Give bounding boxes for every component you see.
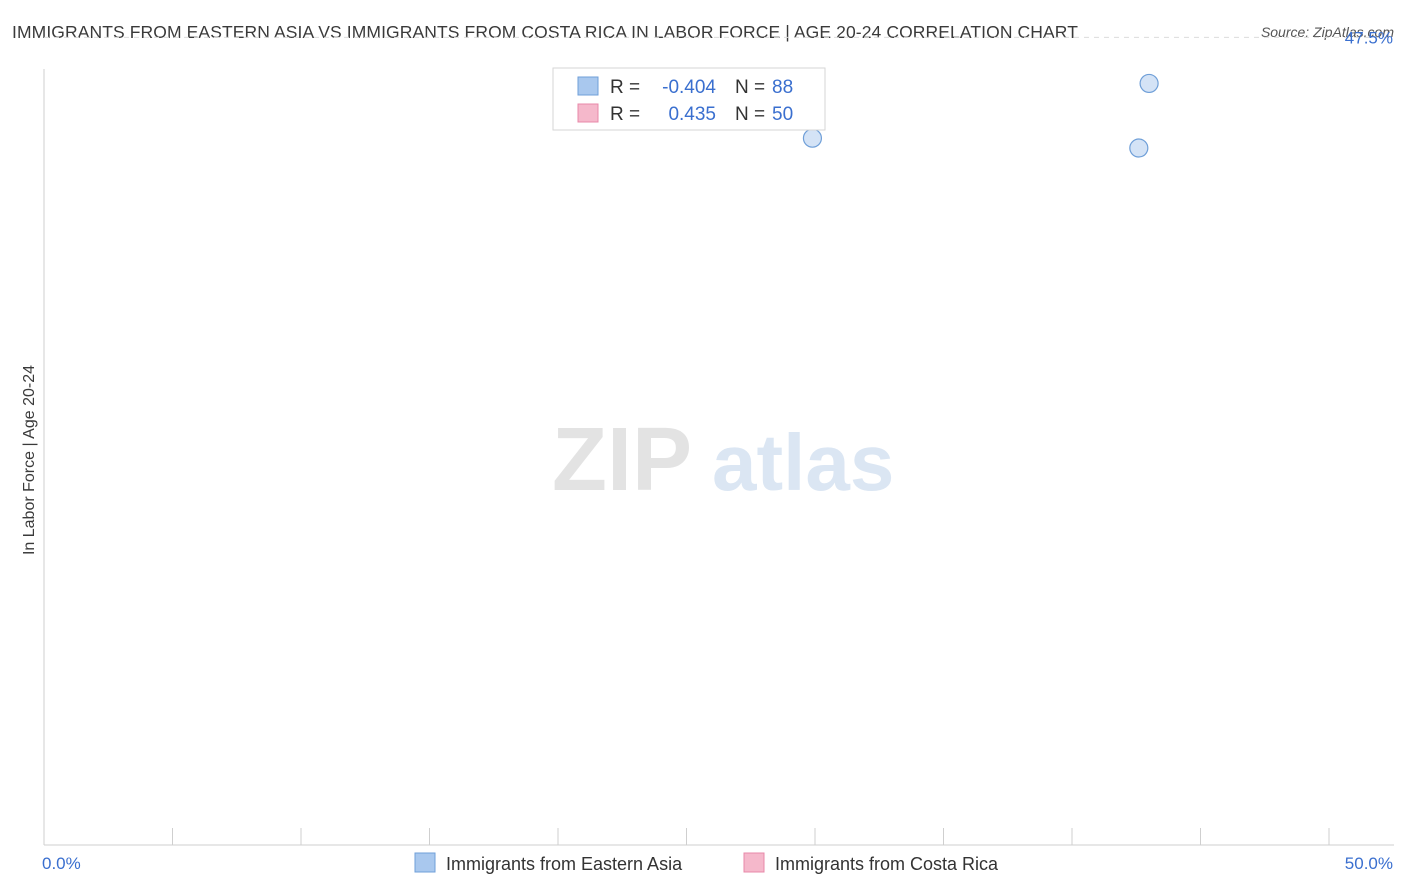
- y-tick-labels: 47.5%65.0%82.5%100.0%: [1345, 28, 1393, 47]
- zipatlas-watermark: ZIP atlas: [552, 410, 894, 510]
- legend-swatch-eastern-asia: [414, 852, 436, 873]
- series-eastern-asia: [802, 73, 1159, 158]
- x-tick-label: 0.0%: [42, 854, 81, 873]
- x-tick-labels: 0.0% 50.0%: [42, 854, 1393, 873]
- series-legend: Immigrants from Eastern Asia Immigrants …: [414, 852, 999, 874]
- stats-r-value-costa-rica: 0.435: [668, 104, 716, 125]
- data-point: [1139, 73, 1159, 94]
- gridlines: [44, 36, 1394, 38]
- stats-swatch-costa-rica: [577, 103, 599, 123]
- stats-r-value-eastern-asia: -0.404: [662, 77, 716, 98]
- stats-r-label-eastern-asia: R =: [610, 77, 640, 98]
- data-point: [1129, 138, 1149, 158]
- watermark-zip: ZIP: [552, 410, 692, 510]
- legend-label-costa-rica: Immigrants from Costa Rica: [775, 854, 999, 874]
- stats-n-label-costa-rica: N =: [735, 104, 765, 125]
- stats-n-value-eastern-asia: 88: [772, 77, 793, 98]
- x-tick-label: 50.0%: [1345, 854, 1393, 873]
- stats-r-label-costa-rica: R =: [610, 104, 640, 125]
- stats-legend-box: R = -0.404 N = 88 R = 0.435 N = 50: [552, 67, 826, 131]
- stats-n-value-costa-rica: 50: [772, 104, 793, 125]
- source-credit: Source: ZipAtlas.com: [1260, 24, 1394, 40]
- axes: [43, 69, 1394, 846]
- watermark-atlas: atlas: [712, 418, 894, 507]
- data-point: [802, 128, 823, 148]
- stats-swatch-eastern-asia: [577, 76, 599, 96]
- y-axis-label: In Labor Force | Age 20-24: [21, 365, 38, 555]
- y-tick-label: 47.5%: [1345, 28, 1393, 47]
- legend-label-eastern-asia: Immigrants from Eastern Asia: [446, 854, 683, 874]
- stats-n-label-eastern-asia: N =: [735, 77, 765, 98]
- legend-swatch-costa-rica: [743, 852, 765, 873]
